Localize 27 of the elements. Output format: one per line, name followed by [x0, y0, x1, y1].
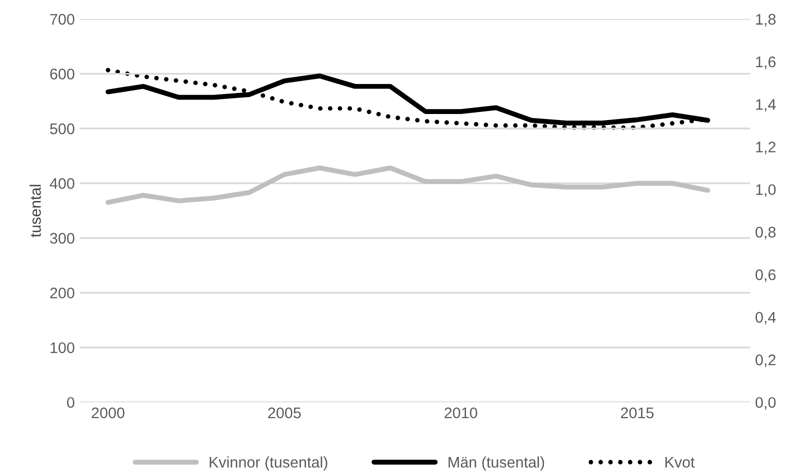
- x-tick-label: 2000: [92, 407, 124, 418]
- y-tick-label: 700: [50, 14, 74, 25]
- legend-label: Män (tusental): [448, 456, 544, 471]
- x-tick-label: 2005: [268, 407, 301, 418]
- y2-tick-label: 0,6: [756, 269, 776, 282]
- y2-tick-label: 1,4: [756, 99, 776, 112]
- y-tick-label: 300: [50, 232, 74, 244]
- y2-tick-label: 0,2: [756, 354, 776, 368]
- y2-tick-label: 1,2: [756, 142, 776, 154]
- y-tick-label: 100: [50, 342, 74, 354]
- x-tick-label: 2015: [621, 407, 654, 418]
- legend-label: Kvinnor (tusental): [210, 456, 328, 471]
- y2-tick-label: 1,8: [756, 14, 776, 27]
- y2-tick-label: 0,4: [756, 312, 776, 325]
- y-tick-label: 400: [50, 178, 74, 189]
- x-tick-label: 2010: [444, 407, 478, 418]
- y2-tick-label: 1,6: [756, 56, 776, 70]
- y2-tick-label: 0,0: [756, 397, 776, 410]
- legend-label: Kvot: [665, 456, 695, 468]
- y-tick-label: 600: [50, 68, 74, 80]
- line-series: [106, 166, 710, 205]
- y2-tick-label: 1,0: [756, 184, 776, 197]
- y-tick-label: 0: [67, 397, 74, 408]
- y-tick-label: 200: [50, 288, 74, 298]
- y-tick-label: 500: [50, 123, 74, 134]
- y2-tick-label: 0,8: [756, 226, 776, 240]
- y-axis-title: tusental: [30, 184, 41, 238]
